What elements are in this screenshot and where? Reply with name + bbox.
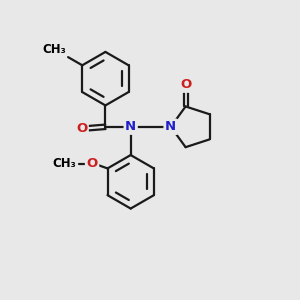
Text: CH₃: CH₃	[52, 158, 76, 170]
Text: N: N	[125, 120, 136, 133]
Text: N: N	[165, 120, 176, 133]
Text: O: O	[180, 78, 191, 91]
Text: O: O	[76, 122, 87, 135]
Text: CH₃: CH₃	[42, 43, 66, 56]
Text: N: N	[165, 120, 176, 133]
Text: O: O	[86, 158, 98, 170]
